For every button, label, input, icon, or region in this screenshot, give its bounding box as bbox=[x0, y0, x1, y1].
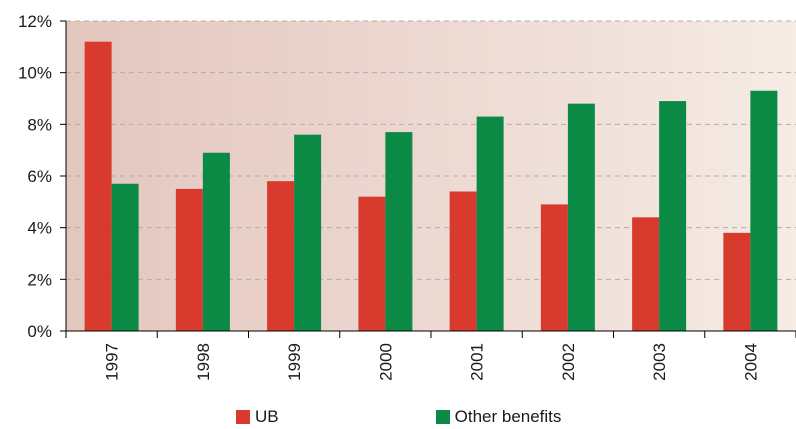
x-tick-label: 2000 bbox=[376, 343, 395, 381]
y-tick-label: 2% bbox=[27, 270, 52, 289]
x-tick-label: 2001 bbox=[468, 343, 487, 381]
bar-ub-2001 bbox=[449, 191, 477, 331]
y-tick-label: 4% bbox=[27, 219, 52, 238]
y-tick-label: 8% bbox=[27, 115, 52, 134]
bar-other-benefits-2002 bbox=[567, 103, 595, 332]
bar-ub-2000 bbox=[358, 196, 386, 331]
bar-ub-1997 bbox=[84, 41, 112, 332]
x-tick-label: 2002 bbox=[559, 343, 578, 381]
bar-ub-2002 bbox=[540, 204, 568, 331]
legend-swatch-other-benefits bbox=[435, 410, 450, 424]
bar-chart: 0% 2% 4% 6% 8% 10% 12% 1997 1998 1999 2000 2001 200… bbox=[18, 12, 796, 381]
bar-ub-1998 bbox=[175, 188, 203, 331]
legend-item-other-benefits: Other benefits bbox=[435, 407, 562, 427]
bar-ub-1999 bbox=[267, 181, 295, 331]
legend: UB Other benefits bbox=[236, 405, 561, 429]
legend-label-other-benefits: Other benefits bbox=[454, 407, 562, 426]
y-tick-label: 12% bbox=[18, 12, 52, 31]
bar-other-benefits-1999 bbox=[294, 134, 322, 331]
x-tick-label: 1998 bbox=[194, 343, 213, 381]
legend-label-ub: UB bbox=[255, 407, 279, 426]
legend-item-ub: UB bbox=[236, 407, 279, 427]
x-tick-label: 1997 bbox=[103, 343, 122, 381]
bar-other-benefits-1997 bbox=[111, 183, 139, 331]
x-tick-label: 2004 bbox=[741, 343, 760, 381]
bar-other-benefits-2004 bbox=[750, 90, 778, 331]
bars bbox=[84, 41, 778, 332]
bar-other-benefits-2000 bbox=[385, 132, 413, 331]
y-tick-label: 10% bbox=[18, 64, 52, 83]
bar-other-benefits-2003 bbox=[659, 101, 687, 331]
bar-other-benefits-2001 bbox=[476, 116, 504, 331]
y-tick-label: 0% bbox=[27, 322, 52, 341]
x-axis-tick-labels: 1997 1998 1999 2000 2001 2002 2003 2004 bbox=[103, 343, 761, 381]
bar-ub-2003 bbox=[632, 217, 660, 331]
y-axis-tick-labels: 0% 2% 4% 6% 8% 10% 12% bbox=[18, 12, 52, 341]
x-tick-label: 2003 bbox=[650, 343, 669, 381]
y-tick-label: 6% bbox=[27, 167, 52, 186]
bar-ub-2004 bbox=[723, 232, 751, 331]
bar-other-benefits-1998 bbox=[202, 152, 230, 331]
axes bbox=[60, 20, 796, 338]
legend-swatch-ub bbox=[236, 410, 250, 424]
x-tick-label: 1999 bbox=[285, 343, 304, 381]
